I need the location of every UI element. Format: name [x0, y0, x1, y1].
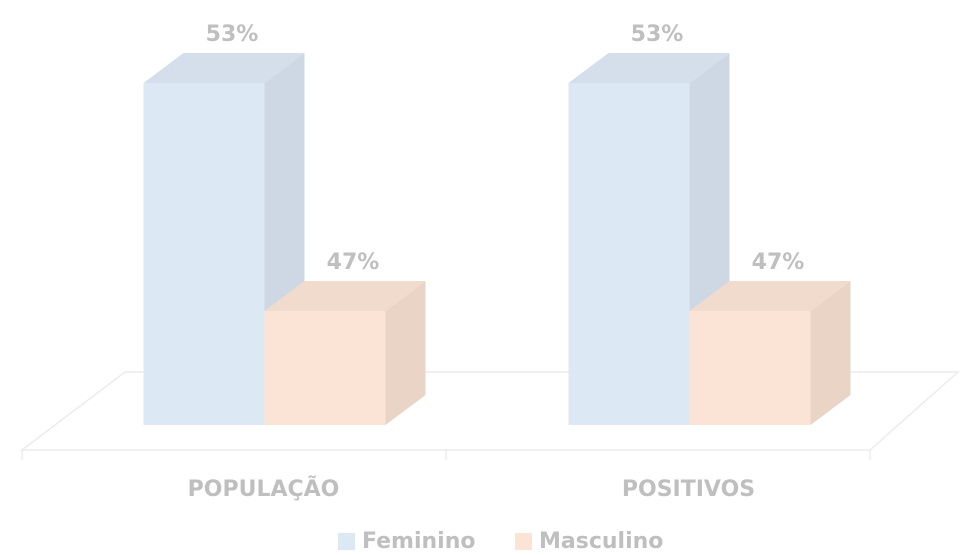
legend-label: Feminino	[362, 529, 476, 554]
x-tick-label: POPULAÇÃO	[188, 476, 340, 502]
data-label: 47%	[327, 250, 380, 275]
bar-top	[143, 53, 305, 83]
bar-top	[689, 281, 851, 311]
legend-label: Masculino	[539, 529, 663, 554]
legend-swatch	[515, 533, 532, 550]
bar	[568, 83, 690, 425]
bar-top	[264, 281, 426, 311]
data-label: 47%	[752, 250, 805, 275]
data-label: 53%	[206, 22, 259, 47]
bar-side	[385, 281, 426, 425]
legend-swatch	[338, 533, 355, 550]
bar	[689, 311, 811, 425]
data-label: 53%	[631, 22, 684, 47]
bar	[264, 311, 386, 425]
bar	[143, 83, 265, 425]
x-tick-label: POSITIVOS	[622, 477, 755, 502]
bar-side	[810, 281, 851, 425]
bar-top	[568, 53, 730, 83]
